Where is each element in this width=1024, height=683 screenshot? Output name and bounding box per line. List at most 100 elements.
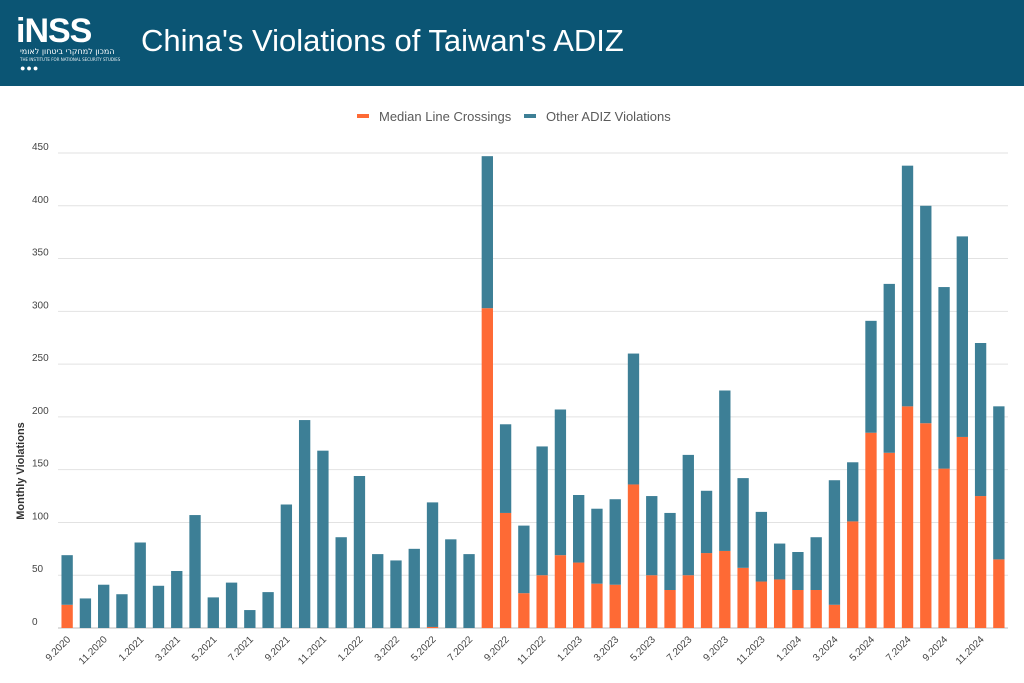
y-tick-label: 100 [32, 511, 49, 522]
y-tick-label: 350 [32, 248, 49, 259]
bar-other [499, 424, 512, 513]
bar-other [116, 594, 128, 628]
bar-median [773, 579, 786, 628]
bar-other [372, 554, 384, 628]
x-tick-label: 1.2023 [555, 634, 585, 664]
legend-swatch-median [357, 114, 369, 118]
x-tick-label: 5.2024 [848, 634, 878, 664]
x-tick-label: 3.2023 [592, 634, 622, 664]
bar-other [920, 205, 932, 424]
bar-other [682, 454, 694, 576]
bar-other [335, 537, 347, 628]
bar-median [646, 575, 658, 628]
bar-other [591, 508, 603, 584]
bar-other [810, 537, 822, 590]
bar-other [664, 512, 676, 590]
bar-median [719, 550, 731, 628]
x-tick-label: 11.2020 [77, 634, 110, 667]
y-tick-label: 50 [32, 564, 44, 575]
logo-wordmark: iNSS [16, 12, 92, 50]
bar-other [554, 409, 567, 556]
bar-median [938, 468, 950, 628]
y-tick-label: 250 [32, 353, 49, 364]
bar-median [920, 423, 932, 628]
bar-median [627, 484, 640, 628]
bar-other [792, 552, 804, 590]
bar-other [974, 343, 987, 497]
bar-median [847, 521, 859, 628]
bar-other [719, 390, 731, 551]
x-tick-label: 1.2022 [336, 634, 366, 664]
x-tick-label: 7.2023 [665, 634, 695, 664]
bar-median [536, 575, 548, 628]
bar-other [956, 236, 968, 437]
bar-median [518, 593, 530, 628]
legend-label-other: Other ADIZ Violations [546, 109, 671, 124]
bar-other [262, 592, 274, 628]
x-tick-label: 3.2024 [811, 634, 841, 664]
x-tick-label: 3.2022 [373, 634, 403, 664]
bar-median [755, 581, 768, 628]
bar-median [664, 590, 676, 628]
bar-other [627, 353, 640, 485]
page-title: China's Violations of Taiwan's ADIZ [141, 23, 624, 58]
bar-other [536, 446, 548, 576]
bar-median [993, 559, 1005, 628]
bar-other [573, 495, 585, 563]
x-tick-label: 11.2024 [954, 634, 987, 667]
y-tick-label: 0 [32, 617, 38, 628]
bar-other [518, 525, 530, 594]
x-tick-label: 9.2020 [44, 634, 74, 664]
bar-other [98, 584, 110, 628]
x-tick-label: 3.2021 [154, 634, 184, 664]
grid-lines [58, 152, 1008, 629]
bar-median [810, 590, 822, 628]
bar-other [865, 320, 877, 433]
bar-other [737, 478, 749, 568]
x-tick-label: 5.2022 [409, 634, 439, 664]
y-tick-label: 150 [32, 459, 49, 470]
legend-label-median: Median Line Crossings [379, 109, 512, 124]
bar-other [481, 156, 493, 309]
bars [61, 156, 1005, 628]
bar-other [426, 502, 439, 627]
bar-other [152, 585, 165, 628]
bar-other [847, 462, 859, 522]
y-axis-title: Monthly Violations [15, 422, 27, 520]
bar-median [591, 583, 603, 628]
bar-other [189, 515, 201, 628]
bar-median [499, 512, 512, 628]
bar-median [426, 626, 439, 628]
y-tick-label: 200 [32, 406, 49, 417]
x-tick-label: 9.2023 [702, 634, 732, 664]
bar-other [408, 548, 420, 628]
bar-other [463, 554, 475, 628]
x-tick-label: 1.2021 [117, 634, 147, 664]
bar-median [901, 406, 914, 628]
header-bar: iNSS המכון למחקרי ביטחון לאומי THE INSTI… [0, 0, 1024, 86]
x-axis-ticks: 9.2020 11.2020 1.2021 3.2021 5.2021 7.2021 9.2… [44, 634, 987, 667]
x-tick-label: 11.2022 [515, 634, 548, 667]
bar-other [773, 543, 786, 580]
x-tick-label: 7.2021 [227, 634, 257, 664]
bar-median [883, 452, 895, 628]
bar-other [828, 480, 841, 605]
x-tick-label: 7.2022 [446, 634, 476, 664]
bar-other [445, 539, 457, 628]
bar-median [481, 308, 493, 628]
bar-other [390, 560, 402, 628]
logo-tagline: המכון למחקרי ביטחון לאומי [20, 47, 115, 56]
bar-other [61, 555, 73, 605]
x-tick-label: 9.2024 [921, 634, 951, 664]
y-tick-label: 450 [32, 142, 49, 153]
bar-median [61, 604, 73, 628]
bar-other [883, 283, 895, 453]
bar-other [646, 496, 658, 576]
bar-median [737, 567, 749, 628]
y-axis-ticks: 0 50 100 150 200 250 300 350 400 450 [32, 142, 49, 628]
logo-subtitle: THE INSTITUTE FOR NATIONAL SECURITY STUD… [20, 57, 121, 62]
bar-median [828, 604, 841, 628]
bar-other [134, 542, 146, 628]
logo-emblems-icon: ●●● [20, 63, 40, 73]
